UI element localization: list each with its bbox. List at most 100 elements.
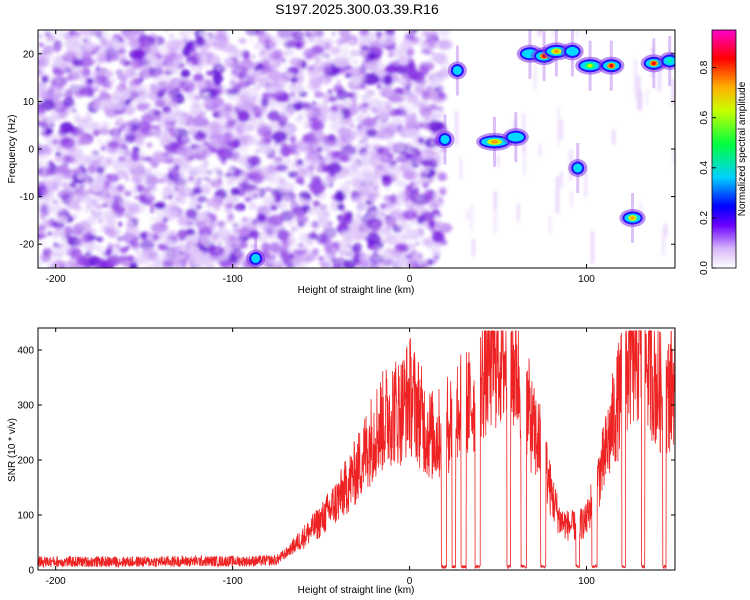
noise-blob: [197, 195, 207, 203]
noise-blob: [256, 65, 262, 70]
noise-blob: [288, 143, 298, 151]
noise-blob: [120, 79, 127, 86]
noise-blob: [426, 258, 434, 266]
noise-streak: [467, 210, 469, 220]
noise-blob: [411, 220, 415, 224]
colorbar-tick-label: 0.6: [699, 110, 710, 124]
noise-blob: [267, 110, 281, 122]
noise-blob: [61, 82, 66, 86]
noise-blob: [405, 214, 410, 218]
noise-blob: [52, 252, 58, 258]
noise-blob: [383, 195, 394, 202]
noise-blob: [338, 30, 351, 37]
noise-blob: [330, 46, 341, 55]
noise-blob: [202, 214, 208, 218]
noise-blob: [289, 96, 301, 104]
noise-blob: [146, 142, 153, 149]
noise-blob: [139, 67, 154, 79]
noise-blob: [406, 93, 419, 104]
noise-blob: [157, 178, 165, 184]
noise-blob: [371, 244, 378, 250]
noise-blob: [100, 146, 106, 151]
noise-blob: [207, 32, 213, 36]
noise-blob: [324, 51, 331, 57]
noise-blob: [360, 82, 365, 86]
noise-blob: [391, 143, 403, 152]
noise-blob: [435, 71, 443, 79]
noise-blob: [41, 99, 56, 111]
noise-blob: [308, 209, 314, 215]
noise-blob: [330, 201, 340, 212]
noise-blob: [323, 243, 334, 251]
noise-blob: [396, 191, 406, 201]
noise-blob: [172, 247, 181, 255]
noise-blob: [393, 253, 400, 259]
noise-blob: [385, 216, 397, 228]
noise-blob: [241, 93, 247, 100]
noise-blob: [192, 186, 203, 195]
noise-blob: [152, 154, 165, 164]
noise-blob: [185, 186, 192, 195]
noise-blob: [118, 39, 124, 43]
noise-blob: [106, 257, 118, 265]
noise-streak: [640, 202, 642, 216]
noise-blob: [323, 145, 334, 153]
noise-blob: [314, 91, 324, 98]
noise-blob: [351, 222, 357, 228]
feature-core: [609, 63, 614, 68]
noise-blob: [332, 262, 342, 268]
noise-streak: [471, 203, 473, 231]
noise-blob: [338, 90, 342, 95]
noise-blob: [407, 63, 415, 71]
noise-blob: [317, 187, 323, 192]
noise-blob: [254, 112, 262, 118]
noise-blob: [316, 208, 328, 217]
noise-blob: [298, 242, 304, 248]
noise-blob: [171, 191, 181, 200]
noise-blob: [345, 150, 348, 154]
noise-blob: [247, 87, 259, 99]
noise-blob: [311, 221, 319, 228]
noise-blob: [440, 189, 446, 196]
noise-blob: [168, 195, 173, 200]
noise-blob: [51, 139, 59, 144]
noise-streak: [673, 149, 675, 166]
noise-blob: [177, 150, 185, 156]
noise-blob: [268, 214, 284, 226]
noise-blob: [367, 60, 385, 71]
noise-blob: [418, 101, 430, 111]
noise-blob: [316, 147, 323, 153]
noise-blob: [38, 261, 43, 267]
noise-blob: [122, 75, 129, 80]
noise-blob: [108, 232, 117, 238]
noise-blob: [314, 101, 322, 108]
noise-blob: [104, 180, 110, 187]
x-tick-label: -100: [223, 576, 243, 587]
noise-blob: [310, 30, 324, 38]
noise-blob: [410, 71, 425, 82]
noise-blob: [75, 238, 84, 247]
noise-blob: [164, 145, 169, 150]
noise-blob: [239, 218, 256, 229]
noise-blob: [308, 70, 321, 80]
noise-blob: [197, 65, 203, 69]
noise-blob: [101, 187, 107, 192]
noise-blob: [401, 105, 405, 111]
noise-blob: [344, 259, 356, 268]
noise-streak: [570, 190, 573, 208]
noise-blob: [304, 30, 311, 38]
noise-blob: [38, 160, 43, 167]
noise-blob: [224, 173, 230, 178]
noise-blob: [362, 73, 380, 85]
noise-blob: [297, 113, 304, 121]
noise-blob: [249, 38, 253, 42]
noise-blob: [399, 41, 410, 52]
noise-blob: [183, 116, 195, 128]
noise-blob: [45, 141, 55, 148]
noise-blob: [231, 92, 242, 102]
noise-blob: [385, 103, 391, 109]
noise-blob: [356, 84, 362, 90]
noise-blob: [159, 43, 173, 56]
noise-blob: [79, 220, 92, 232]
noise-blob: [418, 177, 428, 184]
